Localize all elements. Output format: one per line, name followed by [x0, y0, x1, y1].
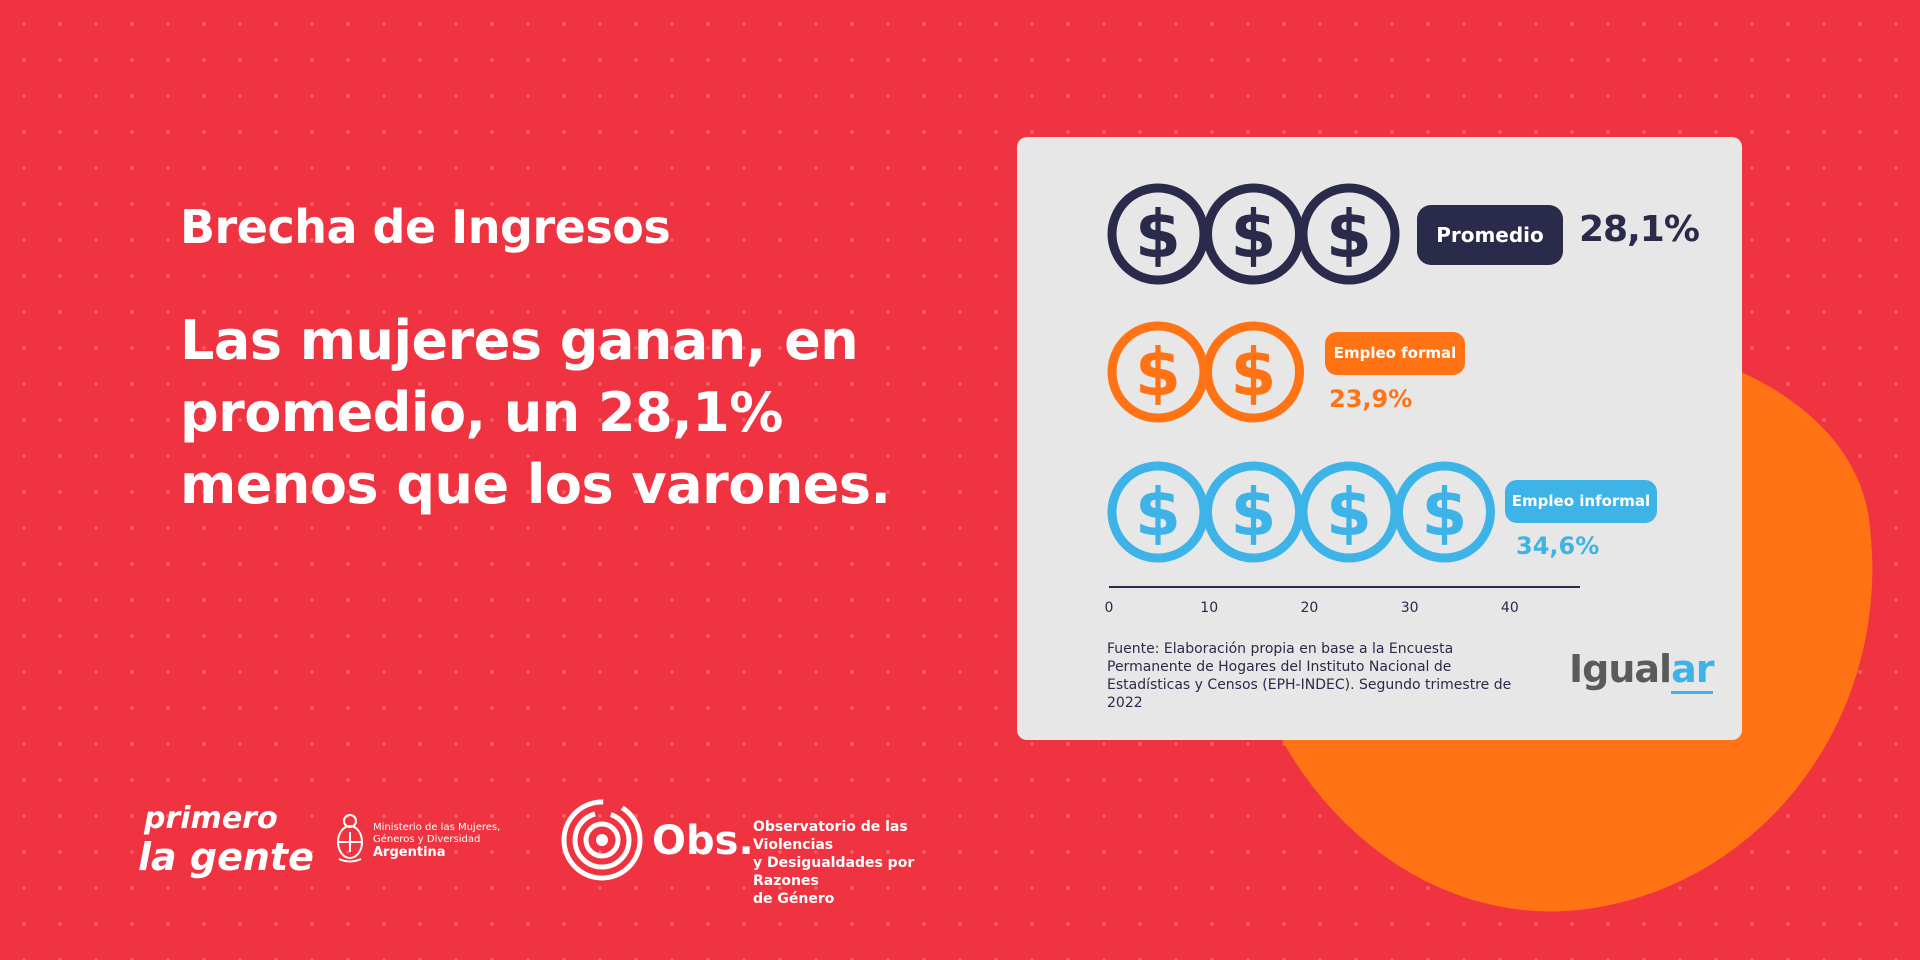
- income-gap-chart: $ $ $$ $$ $ $ $0 10 20 30 40: [1105, 183, 1580, 616]
- ministerio-line-2: Géneros y Diversidad: [373, 834, 481, 845]
- primero-la-gente-logo: primero la gente: [138, 800, 314, 876]
- obs-line-1: Observatorio de las Violencias: [753, 819, 908, 853]
- svg-text:$: $: [1231, 196, 1277, 273]
- value-promedio: 28,1%: [1579, 209, 1700, 250]
- ministerio-country: Argentina: [373, 845, 446, 860]
- x-tick-label: 0: [1105, 600, 1114, 616]
- dollar-coin-icon: $: [1298, 183, 1400, 285]
- label-empleo-formal: Empleo formal: [1325, 332, 1465, 375]
- ministerio-line-1: Ministerio de las Mujeres,: [373, 822, 501, 833]
- svg-text:$: $: [1231, 474, 1277, 551]
- obs-line-2: y Desigualdades por Razones: [753, 855, 915, 889]
- dollar-coin-icon: $: [1107, 183, 1209, 285]
- dollar-coin-icon: $: [1394, 461, 1495, 563]
- obs-line-3: de Género: [753, 891, 835, 907]
- x-tick-label: 20: [1301, 600, 1319, 616]
- primero-logo-line-1: primero: [144, 801, 278, 836]
- label-empleo-informal: Empleo informal: [1505, 480, 1657, 523]
- value-empleo-formal: 23,9%: [1329, 385, 1413, 413]
- x-tick-label: 10: [1200, 600, 1218, 616]
- dollar-coin-icon: $: [1203, 461, 1304, 563]
- headline-line-3: menos que los varones.: [180, 453, 891, 516]
- coin-row-empleo-informal: $ $ $ $: [1107, 461, 1495, 563]
- chart-card: $ $ $ $ $ $ $ $ $0 10 20 30 40 Promedio 28,1% Empleo…: [1017, 137, 1742, 740]
- observatorio-logo-icon: Obs.: [561, 799, 750, 881]
- ministerio-text: Ministerio de las Mujeres, Géneros y Div…: [373, 822, 543, 859]
- coin-row-empleo-formal: $ $: [1107, 321, 1304, 423]
- igualar-logo-accent: ar: [1671, 647, 1714, 694]
- value-empleo-informal: 34,6%: [1516, 532, 1600, 560]
- x-tick-label: 40: [1501, 600, 1519, 616]
- svg-text:$: $: [1135, 196, 1181, 273]
- page-title: Brecha de Ingresos: [180, 200, 671, 254]
- obs-label: Obs.: [652, 818, 750, 864]
- dollar-coin-icon: $: [1203, 321, 1304, 423]
- x-tick-label: 30: [1401, 600, 1419, 616]
- dollar-coin-icon: $: [1298, 461, 1400, 563]
- observatorio-text: Observatorio de las Violencias y Desigua…: [753, 818, 983, 908]
- svg-text:$: $: [1231, 334, 1277, 411]
- dollar-coin-icon: $: [1107, 321, 1209, 423]
- svg-text:$: $: [1326, 196, 1372, 273]
- igualar-logo-main: Igual: [1569, 647, 1672, 691]
- svg-text:$: $: [1135, 334, 1181, 411]
- label-promedio: Promedio: [1417, 205, 1563, 265]
- coat-of-arms-icon: [337, 814, 363, 863]
- headline-message: Las mujeres ganan, en promedio, un 28,1%…: [180, 305, 940, 521]
- headline-line-1: Las mujeres ganan, en: [180, 309, 859, 372]
- svg-text:$: $: [1326, 474, 1372, 551]
- source-note: Fuente: Elaboración propia en base a la …: [1107, 641, 1512, 711]
- svg-text:$: $: [1422, 474, 1468, 551]
- igualar-logo: Igualar: [1569, 647, 1714, 694]
- coin-row-promedio: $ $ $: [1107, 183, 1400, 285]
- dollar-coin-icon: $: [1107, 461, 1209, 563]
- dollar-coin-icon: $: [1203, 183, 1304, 285]
- svg-text:$: $: [1135, 474, 1181, 551]
- primero-logo-line-2: la gente: [138, 835, 314, 879]
- headline-line-2: promedio, un 28,1%: [180, 381, 783, 444]
